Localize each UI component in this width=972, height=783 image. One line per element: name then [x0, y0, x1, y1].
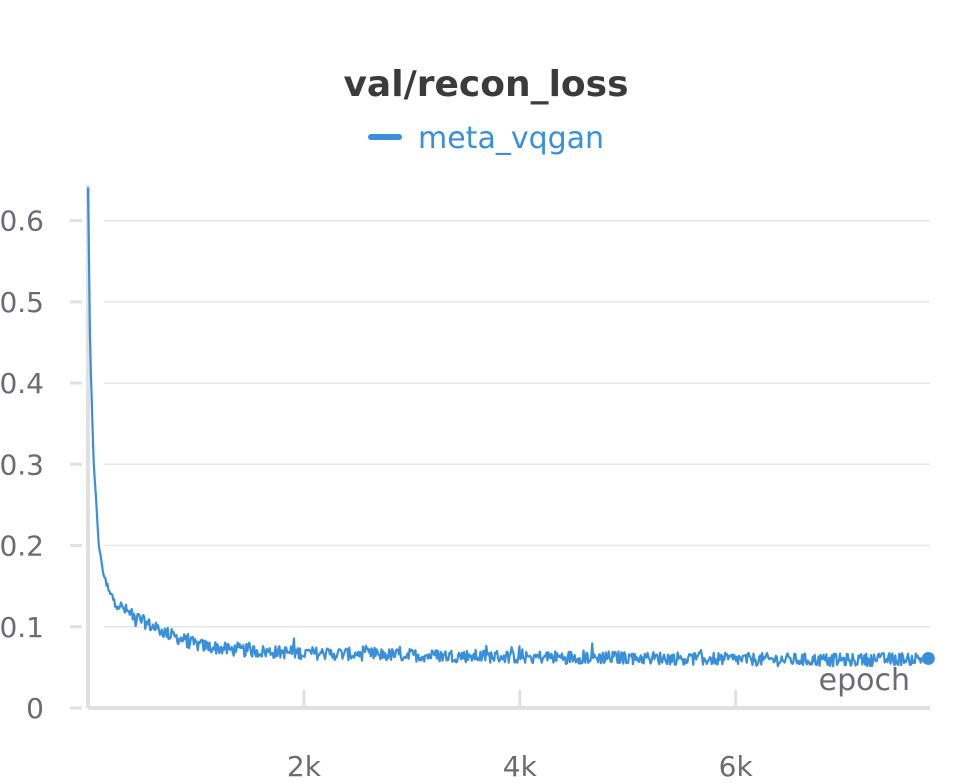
tick-labels: 0 0.1 0.2 0.3 0.4 0.5 0.6 2k 4k 6k	[0, 205, 753, 783]
y-tick-label: 0.6	[0, 205, 44, 238]
series-layer	[86, 187, 935, 668]
x-tick-label: 6k	[719, 750, 754, 783]
legend: meta_vqgan	[368, 121, 604, 156]
x-axis-label: epoch	[819, 663, 910, 698]
grid	[104, 219, 930, 628]
y-tick-label: 0.3	[0, 448, 44, 481]
axes	[70, 185, 930, 710]
chart-title: val/recon_loss	[343, 64, 628, 105]
series-end-point	[921, 651, 935, 665]
y-tick-label: 0	[26, 692, 44, 725]
y-tick-label: 0.5	[0, 286, 44, 319]
x-tick-label: 4k	[503, 750, 538, 783]
y-tick-label: 0.2	[0, 530, 44, 563]
y-tick-label: 0.1	[0, 611, 44, 644]
legend-label: meta_vqgan	[418, 121, 604, 156]
x-tick-label: 2k	[287, 750, 322, 783]
series-line-meta_vqgan	[86, 187, 928, 668]
y-tick-label: 0.4	[0, 367, 44, 400]
